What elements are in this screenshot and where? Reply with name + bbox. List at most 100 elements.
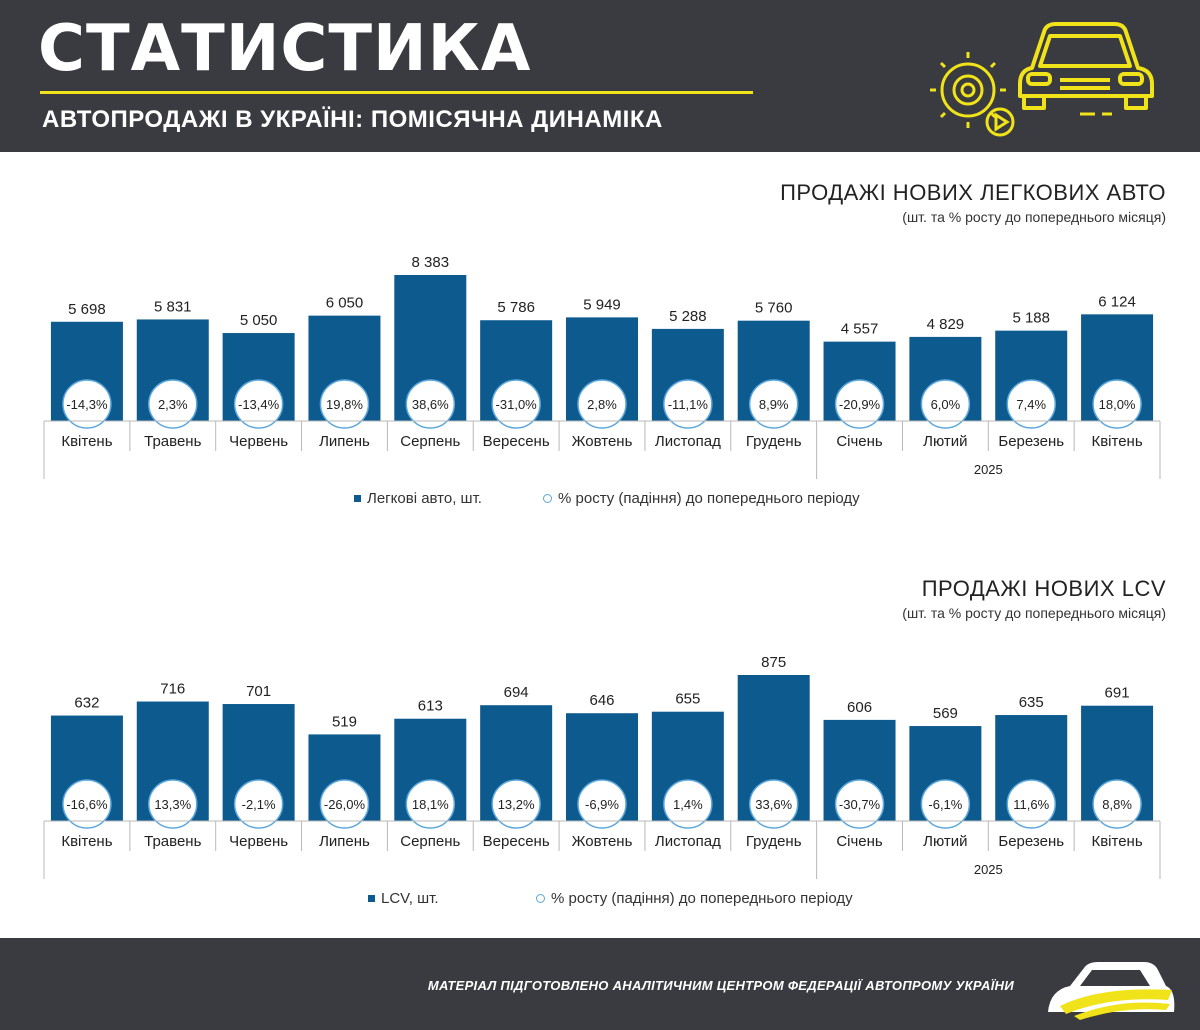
growth-circle (319, 379, 370, 429)
growth-label: -26,0% (324, 797, 366, 812)
chart-1-plot: 5 698 -14,3% Квітень 5 831 2,3% Травень 5 050 -… (43, 254, 1161, 479)
value-label: 6 050 (326, 295, 364, 312)
legend-label-circles: % росту (падіння) до попереднього період… (551, 890, 853, 907)
value-label: 5 831 (154, 298, 192, 315)
gear-icon (930, 52, 1006, 128)
category-label: Жовтень (572, 833, 633, 850)
chart-1-subtitle: (шт. та % росту до попереднього місяця) (902, 209, 1166, 225)
growth-circle (920, 379, 971, 429)
legend-item-bars: LCV, шт. (368, 890, 439, 907)
category-label: Грудень (746, 433, 802, 450)
value-label: 694 (504, 684, 529, 701)
category-label: Квітень (61, 433, 112, 450)
value-label: 646 (589, 692, 614, 709)
value-label: 606 (847, 699, 872, 716)
category-label: Серпень (400, 833, 460, 850)
category-label: Листопад (655, 833, 721, 850)
legend-swatch-circle (543, 494, 552, 503)
legend-swatch-bar (354, 495, 361, 502)
legend-swatch-bar (368, 895, 375, 902)
category-label: Травень (144, 433, 201, 450)
chart-2-plot: 632 -16,6% Квітень 716 13,3% Травень 701 -2,1% Ч… (43, 654, 1161, 879)
value-label: 875 (761, 654, 786, 671)
growth-label: 6,0% (931, 397, 961, 412)
growth-label: 18,0% (1099, 397, 1136, 412)
growth-label: -14,3% (66, 397, 108, 412)
year-group-label: 2025 (974, 862, 1003, 877)
growth-circle (577, 779, 627, 829)
growth-label: 38,6% (412, 397, 449, 412)
value-label: 5 288 (669, 308, 707, 325)
growth-circle (1006, 379, 1056, 429)
growth-label: 2,3% (158, 397, 188, 412)
category-label: Січень (836, 833, 883, 850)
value-label: 6 124 (1098, 293, 1136, 310)
growth-circle (577, 379, 627, 429)
value-label: 519 (332, 713, 357, 730)
legend-swatch-circle (536, 894, 545, 903)
legend-item-bars: Легкові авто, шт. (354, 490, 482, 507)
category-label: Лютий (923, 833, 967, 850)
category-label: Липень (319, 833, 370, 850)
growth-label: 18,1% (412, 797, 449, 812)
growth-label: 13,2% (498, 797, 535, 812)
value-label: 701 (246, 683, 271, 700)
category-label: Квітень (1091, 433, 1142, 450)
title-underline (40, 91, 753, 94)
growth-label: 19,8% (326, 397, 363, 412)
year-group-label: 2025 (974, 462, 1003, 477)
value-label: 8 383 (412, 254, 450, 271)
header-illustration (930, 22, 1154, 137)
category-label: Липень (319, 433, 370, 450)
value-label: 5 188 (1012, 310, 1050, 327)
category-label: Квітень (1091, 833, 1142, 850)
growth-label: -16,6% (66, 797, 108, 812)
category-label: Грудень (746, 833, 802, 850)
growth-label: 1,4% (673, 797, 703, 812)
category-label: Червень (229, 833, 288, 850)
category-label: Серпень (400, 433, 460, 450)
legend-item-circles: % росту (падіння) до попереднього період… (543, 490, 860, 507)
page-subtitle: АВТОПРОДАЖІ В УКРАЇНІ: ПОМІСЯЧНА ДИНАМІК… (42, 106, 663, 133)
growth-label: -6,9% (585, 797, 619, 812)
category-label: Листопад (655, 433, 721, 450)
growth-label: -6,1% (928, 797, 962, 812)
growth-label: 13,3% (154, 797, 191, 812)
value-label: 569 (933, 705, 958, 722)
chart-2-legend: LCV, шт. % росту (падіння) до попередньо… (0, 890, 1200, 914)
growth-label: 8,8% (1102, 797, 1132, 812)
growth-circle (663, 779, 713, 829)
header-banner: СТАТИСТИКА АВТОПРОДАЖІ В УКРАЇНІ: ПОМІСЯ… (0, 0, 1200, 152)
growth-circle (834, 779, 885, 829)
chart-2-title: ПРОДАЖІ НОВИХ LCV (921, 576, 1166, 601)
growth-circle (748, 779, 799, 829)
growth-label: -31,0% (496, 397, 538, 412)
value-label: 716 (160, 681, 185, 698)
category-label: Лютий (923, 433, 967, 450)
value-label: 691 (1105, 685, 1130, 702)
value-label: 5 698 (68, 301, 106, 318)
page-title: СТАТИСТИКА (38, 12, 532, 86)
value-label: 5 786 (497, 299, 535, 316)
category-label: Жовтень (572, 433, 633, 450)
growth-circle (233, 779, 284, 829)
growth-label: 33,6% (755, 797, 792, 812)
growth-circle (62, 779, 112, 829)
value-label: 5 050 (240, 312, 278, 329)
play-icon (985, 107, 1015, 137)
growth-circle (491, 379, 541, 429)
category-label: Січень (836, 433, 883, 450)
growth-label: 7,4% (1016, 397, 1046, 412)
legend-label-bars: Легкові авто, шт. (367, 490, 482, 507)
growth-circle (148, 779, 198, 829)
category-label: Червень (229, 433, 288, 450)
growth-circle (405, 779, 456, 829)
growth-circle (319, 779, 370, 829)
growth-circle (405, 379, 456, 429)
value-label: 4 829 (927, 316, 965, 333)
growth-circle (148, 379, 198, 429)
growth-circle (1006, 779, 1056, 829)
federation-logo (1048, 962, 1175, 1020)
value-label: 655 (675, 691, 700, 708)
footer-banner: МАТЕРІАЛ ПІДГОТОВЛЕНО АНАЛІТИЧНИМ ЦЕНТРО… (0, 938, 1200, 1030)
